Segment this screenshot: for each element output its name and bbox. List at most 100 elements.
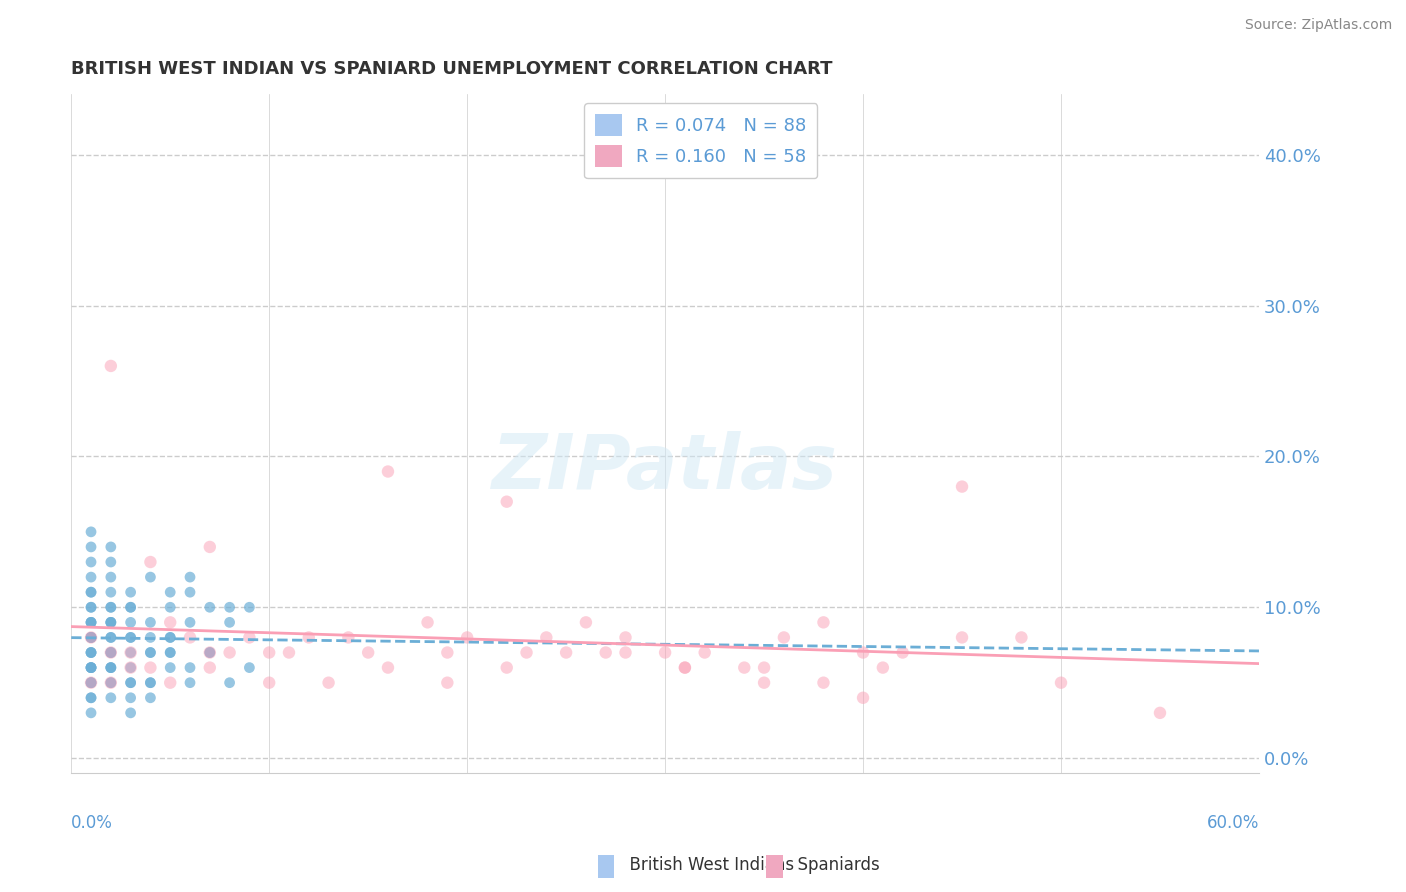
British West Indians — [80, 615, 103, 630]
Text: Spaniards: Spaniards — [787, 856, 880, 874]
British West Indians — [100, 615, 122, 630]
British West Indians — [238, 660, 260, 674]
British West Indians — [159, 585, 181, 599]
Spaniards — [377, 660, 399, 674]
British West Indians — [80, 570, 103, 584]
British West Indians — [120, 615, 142, 630]
Text: ZIPatlas: ZIPatlas — [492, 431, 838, 505]
Spaniards — [733, 660, 755, 674]
British West Indians — [100, 540, 122, 554]
British West Indians — [100, 600, 122, 615]
Text: Source: ZipAtlas.com: Source: ZipAtlas.com — [1244, 18, 1392, 32]
Spaniards — [673, 660, 696, 674]
Spaniards — [337, 631, 360, 645]
Spaniards — [436, 646, 458, 660]
British West Indians — [179, 615, 201, 630]
Spaniards — [179, 631, 201, 645]
Spaniards — [773, 631, 796, 645]
British West Indians — [179, 660, 201, 674]
Spaniards — [238, 631, 260, 645]
British West Indians — [80, 660, 103, 674]
British West Indians — [80, 675, 103, 690]
British West Indians — [80, 706, 103, 720]
Spaniards — [198, 540, 221, 554]
British West Indians — [238, 600, 260, 615]
British West Indians — [100, 646, 122, 660]
British West Indians — [139, 675, 162, 690]
Spaniards — [495, 660, 517, 674]
Spaniards — [595, 646, 617, 660]
British West Indians — [100, 660, 122, 674]
Spaniards — [1010, 631, 1032, 645]
Spaniards — [298, 631, 321, 645]
British West Indians — [198, 600, 221, 615]
British West Indians — [139, 646, 162, 660]
British West Indians — [139, 631, 162, 645]
British West Indians — [120, 660, 142, 674]
Spaniards — [100, 359, 122, 373]
British West Indians — [80, 585, 103, 599]
Spaniards — [159, 675, 181, 690]
Spaniards — [80, 675, 103, 690]
British West Indians — [80, 555, 103, 569]
British West Indians — [139, 570, 162, 584]
British West Indians — [139, 690, 162, 705]
Spaniards — [100, 646, 122, 660]
Spaniards — [456, 631, 478, 645]
British West Indians — [80, 690, 103, 705]
Spaniards — [614, 631, 637, 645]
British West Indians — [80, 631, 103, 645]
British West Indians — [159, 631, 181, 645]
Spaniards — [120, 646, 142, 660]
British West Indians — [100, 675, 122, 690]
British West Indians — [100, 690, 122, 705]
British West Indians — [198, 646, 221, 660]
British West Indians — [80, 600, 103, 615]
British West Indians — [100, 675, 122, 690]
British West Indians — [120, 600, 142, 615]
British West Indians — [120, 706, 142, 720]
Text: 0.0%: 0.0% — [72, 814, 112, 832]
Text: 60.0%: 60.0% — [1206, 814, 1258, 832]
British West Indians — [100, 555, 122, 569]
Spaniards — [495, 494, 517, 508]
British West Indians — [80, 690, 103, 705]
Spaniards — [536, 631, 558, 645]
Spaniards — [950, 631, 973, 645]
Spaniards — [752, 675, 775, 690]
Spaniards — [752, 660, 775, 674]
Spaniards — [139, 555, 162, 569]
British West Indians — [80, 524, 103, 539]
Spaniards — [891, 646, 914, 660]
British West Indians — [80, 615, 103, 630]
Spaniards — [872, 660, 894, 674]
Spaniards — [198, 660, 221, 674]
Spaniards — [257, 646, 280, 660]
Spaniards — [575, 615, 598, 630]
British West Indians — [100, 615, 122, 630]
Spaniards — [218, 646, 240, 660]
Spaniards — [673, 660, 696, 674]
Spaniards — [257, 675, 280, 690]
British West Indians — [120, 585, 142, 599]
British West Indians — [80, 540, 103, 554]
British West Indians — [80, 646, 103, 660]
Spaniards — [318, 675, 340, 690]
Spaniards — [139, 660, 162, 674]
Spaniards — [120, 660, 142, 674]
British West Indians — [159, 646, 181, 660]
British West Indians — [100, 570, 122, 584]
British West Indians — [159, 600, 181, 615]
British West Indians — [218, 675, 240, 690]
British West Indians — [80, 631, 103, 645]
British West Indians — [100, 631, 122, 645]
British West Indians — [159, 660, 181, 674]
Spaniards — [852, 690, 875, 705]
British West Indians — [100, 600, 122, 615]
British West Indians — [80, 615, 103, 630]
British West Indians — [159, 646, 181, 660]
Spaniards — [1050, 675, 1073, 690]
Spaniards — [693, 646, 716, 660]
British West Indians — [179, 675, 201, 690]
British West Indians — [139, 615, 162, 630]
